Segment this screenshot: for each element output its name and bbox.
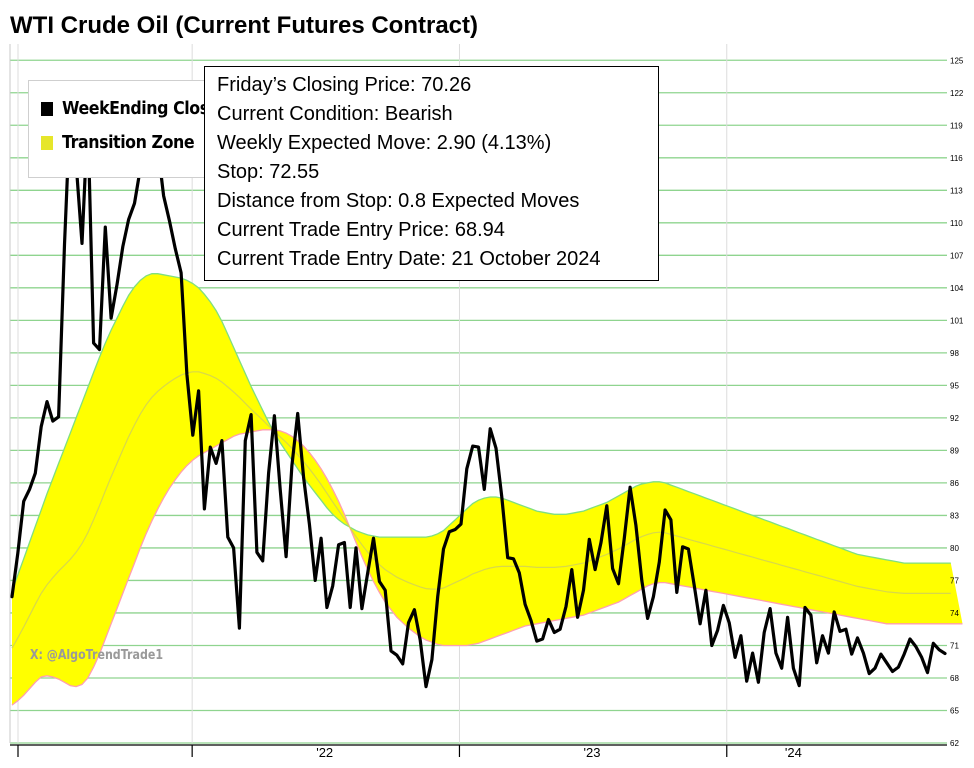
y-tick-label-116: 116 xyxy=(950,154,963,163)
plot-frame xyxy=(9,44,947,746)
entry-date-text: Current Trade Entry Date: 21 October 202… xyxy=(217,248,601,270)
expected-move-text: Weekly Expected Move: 2.90 (4.13%) xyxy=(217,132,552,154)
legend-swatch-zone xyxy=(41,135,53,150)
y-tick-label-101: 101 xyxy=(950,316,964,325)
y-tick-label-92: 92 xyxy=(950,414,959,423)
y-tick-label-98: 98 xyxy=(950,349,959,358)
y-tick-label-125: 125 xyxy=(950,56,964,65)
y-tick-label-86: 86 xyxy=(950,479,959,488)
y-tick-label-74: 74 xyxy=(950,609,959,618)
weekending-close-line xyxy=(10,90,947,689)
y-tick-label-83: 83 xyxy=(950,511,959,520)
y-tick-label-122: 122 xyxy=(950,89,964,98)
x-axis: '22 '23 '24 xyxy=(17,745,802,760)
y-tick-label-71: 71 xyxy=(950,641,959,650)
y-axis: 62 65 68 71 74 77 80 83 86 89 92 95 98 101 104 107 110 11… xyxy=(950,56,964,748)
chart-title: WTI Crude Oil (Current Futures Contract) xyxy=(10,12,478,39)
legend-swatch-close xyxy=(41,101,53,116)
x-tick-label-2: '24 xyxy=(785,745,802,760)
current-condition-text: Current Condition: Bearish xyxy=(217,103,453,125)
legend: WeekEnding Close Transition Zone xyxy=(28,80,219,178)
trade-info-box: Friday’s Closing Price: 70.26 Current Co… xyxy=(204,66,659,281)
transition-zone-band xyxy=(12,273,963,706)
watermark: X: @AlgoTrendTrade1 xyxy=(30,648,164,663)
y-tick-label-68: 68 xyxy=(950,674,959,683)
y-tick-label-77: 77 xyxy=(950,576,959,585)
legend-label-zone: Transition Zone xyxy=(62,132,195,153)
y-tick-label-65: 65 xyxy=(950,706,959,715)
y-tick-label-119: 119 xyxy=(950,121,963,130)
y-tick-label-80: 80 xyxy=(950,544,959,553)
x-tick-label-0: '22 xyxy=(316,745,333,760)
legend-item-close: WeekEnding Close xyxy=(41,98,240,119)
entry-price-text: Current Trade Entry Price: 68.94 xyxy=(217,219,505,241)
transition-zone-midline xyxy=(11,371,951,649)
stop-text: Stop: 72.55 xyxy=(217,161,320,183)
transition-zone-upper-edge xyxy=(11,273,951,592)
y-tick-label-62: 62 xyxy=(950,739,959,748)
y-tick-label-95: 95 xyxy=(950,381,959,390)
distance-from-stop-text: Distance from Stop: 0.8 Expected Moves xyxy=(217,190,580,212)
closing-price-text: Friday’s Closing Price: 70.26 xyxy=(217,74,472,96)
y-tick-label-113: 113 xyxy=(950,186,963,195)
legend-label-close: WeekEnding Close xyxy=(62,98,219,119)
weekending-close-series xyxy=(10,90,947,689)
y-tick-label-89: 89 xyxy=(950,446,959,455)
y-tick-label-104: 104 xyxy=(950,284,964,293)
legend-item-zone: Transition Zone xyxy=(41,132,212,153)
y-tick-label-110: 110 xyxy=(950,219,963,228)
x-tick-label-1: '23 xyxy=(584,745,601,760)
y-tick-label-107: 107 xyxy=(950,251,964,260)
